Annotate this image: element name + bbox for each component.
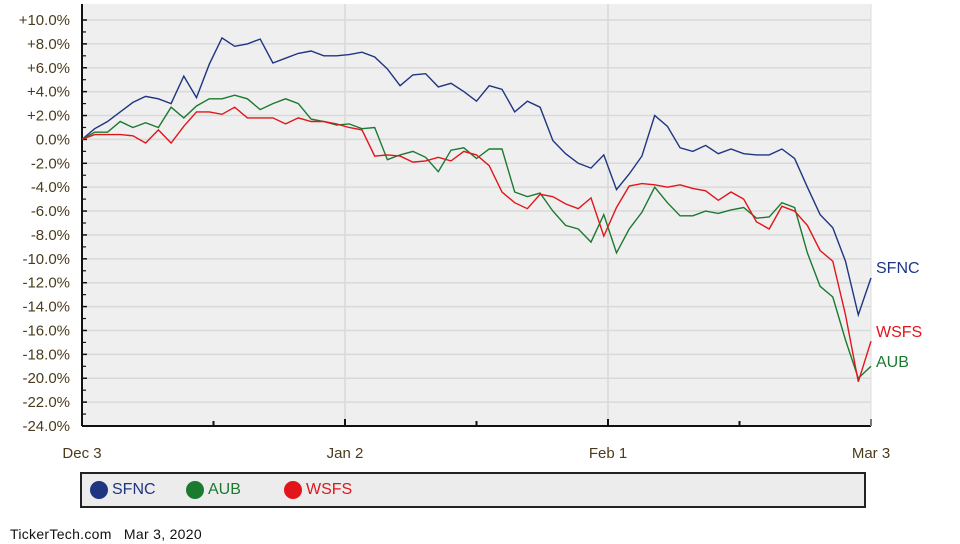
y-tick-label: -12.0%: [22, 275, 70, 292]
legend-item-aub: AUB: [186, 481, 241, 499]
series-end-label: SFNC: [876, 260, 920, 277]
x-tick-label: Feb 1: [589, 445, 627, 462]
y-tick-label: +2.0%: [27, 108, 70, 125]
y-tick-label: -14.0%: [22, 299, 70, 316]
y-tick-label: -16.0%: [22, 322, 70, 339]
y-tick-label: -6.0%: [31, 203, 70, 220]
y-tick-label: -20.0%: [22, 370, 70, 387]
series-line-wsfs: [81, 106, 872, 383]
line-chart: +10.0% +8.0% +6.0% +4.0% +2.0% 0.0% -2.0% -4.0%…: [19, 4, 922, 462]
y-tick-label: -18.0%: [22, 346, 70, 363]
y-tick-label: -24.0%: [22, 418, 70, 435]
y-tick-label: -8.0%: [31, 227, 70, 244]
source-credit: TickerTech.com: [10, 526, 112, 542]
legend-label: SFNC: [112, 481, 156, 498]
legend-label: AUB: [208, 481, 241, 498]
legend-label: WSFS: [306, 481, 353, 498]
x-tick-label: Mar 3: [852, 445, 890, 462]
y-tick-label: +10.0%: [19, 12, 70, 29]
chart-legend: SFNC AUB WSFS: [80, 472, 866, 508]
legend-item-wsfs: WSFS: [284, 481, 352, 499]
legend-dot-icon: [284, 481, 302, 499]
y-tick-label: +8.0%: [27, 36, 70, 53]
y-tick-label: 0.0%: [36, 131, 70, 148]
y-tick-label: -4.0%: [31, 179, 70, 196]
legend-dot-icon: [90, 481, 108, 499]
footer: TickerTech.com Mar 3, 2020: [10, 526, 210, 542]
y-tick-label: -22.0%: [22, 394, 70, 411]
series-line-sfnc: [81, 36, 872, 318]
series-end-label: WSFS: [876, 324, 922, 341]
y-tick-label: -10.0%: [22, 251, 70, 268]
y-tick-label: +4.0%: [27, 84, 70, 101]
x-tick-label: Jan 2: [327, 445, 364, 462]
chart-date: Mar 3, 2020: [123, 526, 202, 542]
y-tick-label: +6.0%: [27, 60, 70, 77]
legend-item-sfnc: SFNC: [90, 481, 156, 499]
legend-dot-icon: [186, 481, 204, 499]
x-tick-label: Dec 3: [62, 445, 101, 462]
series-end-label: AUB: [876, 354, 909, 371]
y-tick-label: -2.0%: [31, 155, 70, 172]
series-line-aub: [81, 94, 872, 380]
